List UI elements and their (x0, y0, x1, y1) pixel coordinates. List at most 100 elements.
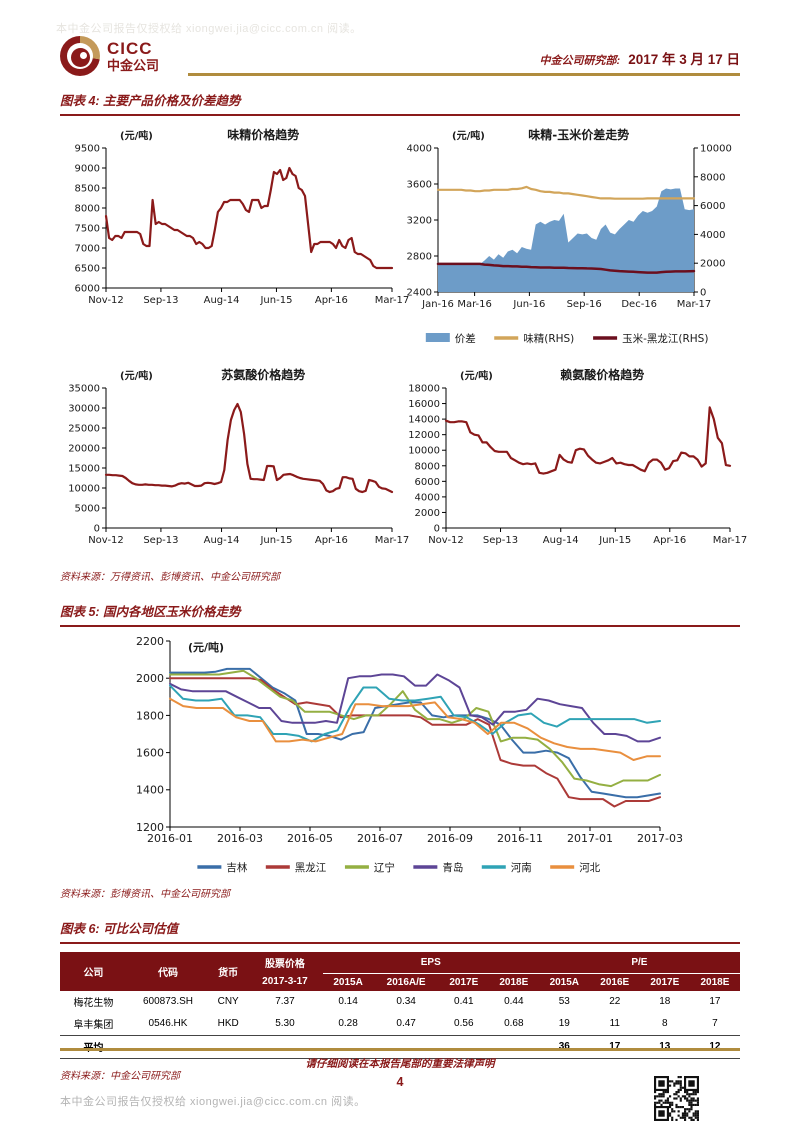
table-cell: 0546.HK (148, 1018, 188, 1029)
svg-text:5000: 5000 (75, 504, 100, 515)
svg-text:1800: 1800 (136, 709, 164, 722)
svg-text:Mar-17: Mar-17 (375, 535, 410, 546)
col-price-date: 2017-3-17 (247, 973, 323, 991)
table-cell: 53 (558, 996, 570, 1007)
col-pe-2015a: 2015A (538, 973, 590, 991)
table-cell: 0.44 (504, 996, 524, 1007)
table-cell: 17 (589, 1034, 640, 1059)
table-cell: 0.41 (454, 996, 474, 1007)
table-cell (438, 1034, 489, 1059)
svg-text:吉林: 吉林 (226, 861, 247, 874)
svg-text:Jun-15: Jun-15 (259, 295, 292, 306)
table-cell: 11 (609, 1018, 620, 1029)
col-pe-2017e: 2017E (639, 973, 690, 991)
colgroup-pe: P/E (538, 952, 740, 974)
svg-text:Jun-15: Jun-15 (259, 535, 292, 546)
svg-text:4000: 4000 (415, 492, 440, 503)
msg-corn-spread-chart: 2400 2800 3200 3600 4000 0 2000 4000 6000 8000 100… (407, 127, 732, 345)
svg-text:8000: 8000 (415, 461, 440, 472)
col-eps-2018e: 2018E (488, 973, 539, 991)
svg-text:(元/吨): (元/吨) (460, 369, 493, 382)
figure4-source: 资料来源：万得资讯、彭博资讯、中金公司研究部 (60, 572, 280, 583)
svg-text:Aug-14: Aug-14 (204, 535, 240, 546)
svg-text:Jun-15: Jun-15 (598, 535, 631, 546)
svg-text:9000: 9000 (75, 164, 100, 175)
table-cell: 0.56 (454, 1018, 474, 1029)
svg-text:6000: 6000 (700, 201, 725, 212)
svg-text:苏氨酸价格趋势: 苏氨酸价格趋势 (221, 367, 305, 382)
svg-text:Nov-12: Nov-12 (428, 535, 464, 546)
colgroup-eps: EPS (322, 952, 539, 974)
table-cell: 5.30 (275, 1018, 295, 1029)
figure6-source: 资料来源：中金公司研究部 (60, 1070, 180, 1082)
svg-text:Mar-16: Mar-16 (457, 299, 492, 310)
footer-gold-rule (60, 1048, 740, 1051)
bottom-watermark: 本中金公司报告仅授权给 xiongwei.jia@cicc.com.cn 阅读。 (60, 1096, 366, 1108)
svg-text:18000: 18000 (408, 384, 440, 395)
table-cell (488, 1034, 539, 1059)
svg-text:味精-玉米价差走势: 味精-玉米价差走势 (528, 127, 629, 142)
svg-text:25000: 25000 (68, 424, 100, 435)
svg-text:15000: 15000 (68, 464, 100, 475)
svg-text:6000: 6000 (415, 477, 440, 488)
svg-text:河南: 河南 (511, 861, 532, 874)
table-cell (209, 1034, 248, 1059)
svg-text:Sep-13: Sep-13 (143, 295, 178, 306)
svg-text:10000: 10000 (700, 144, 732, 155)
svg-text:黑龙江: 黑龙江 (295, 861, 327, 874)
table-cell (126, 1034, 210, 1059)
top-watermark: 本中金公司报告仅授权给 xiongwei.jia@cicc.com.cn 阅读。 (56, 23, 362, 35)
svg-text:2000: 2000 (700, 259, 725, 270)
figure6-title: 图表 6: 可比公司估值 (60, 918, 740, 944)
svg-text:0: 0 (434, 524, 440, 535)
table-cell: 7.37 (275, 996, 295, 1007)
svg-text:4000: 4000 (407, 144, 432, 155)
table-cell: CNY (217, 996, 239, 1007)
regional-corn-price-chart: 1200 1400 1600 1800 2000 2200 2016-01 2016-03 20… (136, 635, 683, 874)
svg-text:2800: 2800 (407, 252, 432, 263)
figure4-chart-grid: 6000 6500 7000 7500 8000 8500 9000 9500 Nov-12 Se… (60, 122, 747, 560)
svg-text:6000: 6000 (75, 284, 100, 295)
svg-text:2016-05: 2016-05 (287, 832, 333, 845)
svg-text:味精价格趋势: 味精价格趋势 (227, 127, 299, 142)
cicc-logo-icon (60, 36, 100, 76)
svg-text:35000: 35000 (68, 384, 100, 395)
col-eps-2016ae: 2016A/E (373, 973, 439, 991)
svg-text:2016-01: 2016-01 (147, 832, 193, 845)
svg-text:10000: 10000 (408, 446, 440, 457)
svg-text:价差: 价差 (455, 332, 476, 345)
svg-text:(元/吨): (元/吨) (452, 129, 485, 142)
table-cell: 13 (639, 1034, 690, 1059)
col-eps-2015a: 2015A (322, 973, 374, 991)
svg-text:2017-03: 2017-03 (637, 832, 683, 845)
report-date: 2017 年 3 月 17 日 (628, 52, 740, 67)
svg-text:Jan-16: Jan-16 (421, 299, 454, 310)
svg-text:Sep-13: Sep-13 (143, 535, 178, 546)
svg-text:2016-07: 2016-07 (357, 832, 403, 845)
svg-text:2200: 2200 (136, 635, 164, 648)
table-cell: 8 (662, 1018, 668, 1029)
table-row: 阜丰集团 0546.HK HKD 5.30 0.28 0.47 0.56 0.68 19 11 8 7 (60, 1013, 740, 1036)
svg-text:(元/吨): (元/吨) (188, 640, 224, 654)
svg-text:Mar-17: Mar-17 (375, 295, 410, 306)
table-cell: 0.28 (338, 1018, 358, 1029)
figure5-title: 图表 5: 国内各地区玉米价格走势 (60, 601, 740, 627)
svg-text:30000: 30000 (68, 404, 100, 415)
svg-text:7500: 7500 (75, 224, 100, 235)
svg-text:2017-01: 2017-01 (567, 832, 613, 845)
svg-text:河北: 河北 (579, 862, 600, 874)
colgroup-price: 股票价格 (247, 952, 323, 973)
svg-text:9500: 9500 (75, 144, 100, 155)
table-cell: HKD (217, 1018, 239, 1029)
table-cell (322, 1034, 374, 1059)
svg-text:14000: 14000 (408, 415, 440, 426)
svg-text:(元/吨): (元/吨) (120, 369, 153, 382)
svg-text:青岛: 青岛 (442, 861, 463, 874)
table-cell: 0.47 (396, 1018, 416, 1029)
table-cell: 22 (609, 996, 621, 1007)
table-cell: 17 (709, 996, 721, 1007)
svg-text:Mar-17: Mar-17 (677, 299, 712, 310)
table-cell: 0.68 (504, 1018, 524, 1029)
lysine-price-chart: 0 2000 4000 6000 8000 10000 12000 14000 16000 180… (408, 367, 747, 546)
valuation-table-body: 梅花生物 600873.SH CNY 7.37 0.14 0.34 0.41 0.44 53 22… (60, 991, 740, 1059)
